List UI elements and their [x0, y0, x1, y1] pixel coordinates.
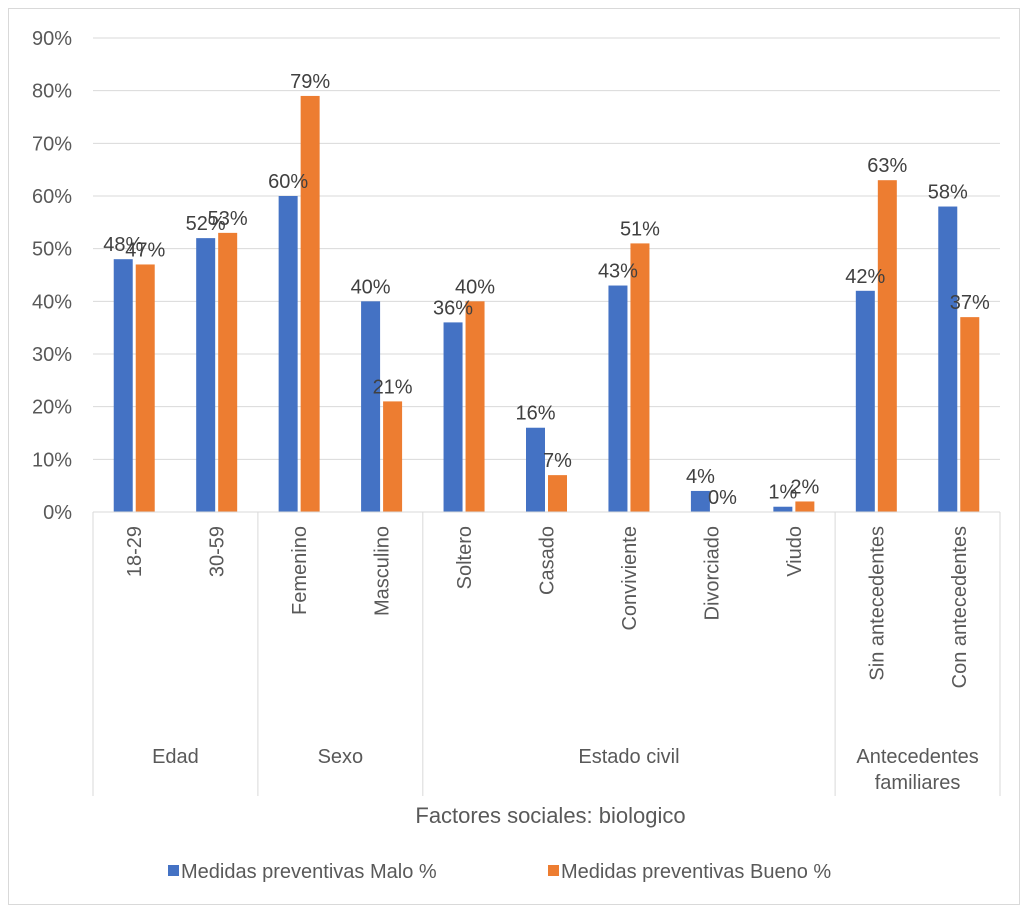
bar-bueno	[795, 501, 815, 512]
group-label: Sexo	[318, 746, 364, 768]
y-tick-label: 40%	[32, 291, 72, 313]
bar-malo	[278, 196, 298, 512]
bar-bueno	[218, 232, 238, 512]
bar-bueno	[135, 264, 155, 512]
data-label-malo: 52%	[186, 213, 226, 235]
category-label: Conviviente	[619, 526, 641, 631]
data-label-bueno: 2%	[790, 476, 819, 498]
legend-label-bueno: Medidas preventivas Bueno %	[561, 861, 831, 883]
bar-malo	[773, 506, 793, 512]
bar-bueno	[960, 317, 980, 512]
bar-malo	[113, 259, 133, 512]
data-label-bueno: 53%	[208, 208, 248, 230]
category-label: Viudo	[784, 526, 806, 577]
data-label-bueno: 47%	[125, 239, 165, 261]
bar-malo	[443, 322, 463, 512]
category-label: Con antecedentes	[949, 526, 971, 688]
data-label-bueno: 63%	[867, 155, 907, 177]
data-label-malo: 60%	[268, 171, 308, 193]
data-label-bueno: 37%	[950, 292, 990, 314]
data-label-bueno: 51%	[620, 218, 660, 240]
group-label: Edad	[152, 746, 199, 768]
y-tick-label: 60%	[32, 186, 72, 208]
data-label-bueno: 79%	[290, 71, 330, 93]
bar-bueno	[383, 401, 403, 512]
y-tick-label: 70%	[32, 133, 72, 155]
group-label: Estado civil	[578, 746, 679, 768]
bar-bueno	[465, 301, 485, 512]
bar-bueno	[300, 95, 320, 512]
category-label: Soltero	[454, 526, 476, 589]
category-label: Femenino	[289, 526, 311, 615]
y-tick-label: 10%	[32, 449, 72, 471]
category-label: Divorciado	[701, 526, 723, 620]
bar-malo	[196, 238, 216, 512]
data-label-malo: 4%	[686, 466, 715, 488]
y-tick-label: 80%	[32, 81, 72, 103]
y-tick-label: 50%	[32, 239, 72, 261]
legend-swatch-bueno	[548, 865, 559, 876]
bar-malo	[361, 301, 381, 512]
legend-swatch-malo	[168, 865, 179, 876]
data-label-bueno: 40%	[455, 276, 495, 298]
y-tick-label: 90%	[32, 28, 72, 50]
bar-bueno	[630, 243, 650, 512]
bar-bueno	[877, 180, 897, 512]
group-label: Antecedentes	[856, 746, 978, 768]
x-axis-title: Factores sociales: biologico	[415, 803, 685, 828]
y-tick-label: 20%	[32, 397, 72, 419]
chart-area	[8, 8, 1020, 905]
data-label-bueno: 7%	[543, 450, 572, 472]
category-label: Casado	[537, 526, 559, 595]
legend-label-malo: Medidas preventivas Malo %	[181, 861, 437, 883]
data-label-bueno: 21%	[373, 376, 413, 398]
group-label: familiares	[875, 772, 961, 794]
category-label: 30-59	[207, 526, 229, 577]
category-label: Masculino	[372, 526, 394, 616]
category-label: Sin antecedentes	[866, 526, 888, 681]
data-label-malo: 48%	[103, 234, 143, 256]
data-label-malo: 43%	[598, 261, 638, 283]
category-label: 18-29	[124, 526, 146, 577]
data-label-malo: 36%	[433, 297, 473, 319]
bar-bueno	[548, 475, 567, 512]
bar-malo	[608, 285, 628, 512]
bar-malo	[938, 206, 958, 513]
data-label-malo: 40%	[351, 276, 391, 298]
y-tick-label: 30%	[32, 344, 72, 366]
data-label-malo: 42%	[845, 266, 885, 288]
data-label-malo: 16%	[515, 403, 555, 425]
data-label-bueno: 0%	[708, 487, 737, 509]
data-label-malo: 1%	[768, 482, 797, 504]
bar-malo	[855, 290, 875, 512]
y-tick-label: 0%	[43, 502, 72, 524]
bar-malo	[690, 490, 710, 512]
bar-malo	[526, 427, 545, 512]
data-label-malo: 58%	[928, 182, 968, 204]
